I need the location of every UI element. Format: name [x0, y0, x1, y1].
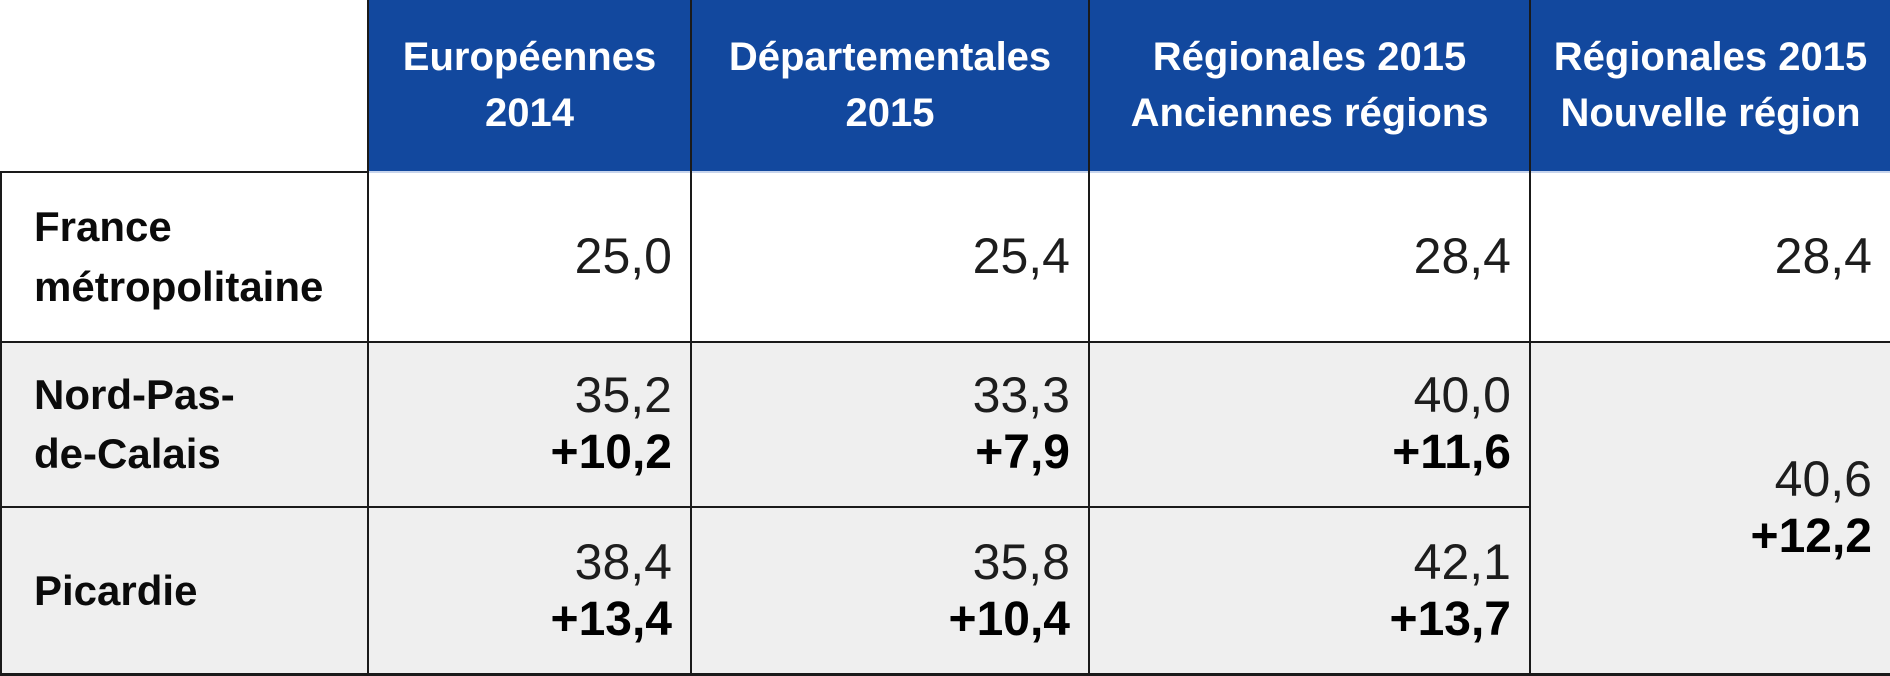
row-label-line: France: [34, 203, 172, 251]
delta-value: +10,2: [550, 426, 672, 480]
value: 35,8: [972, 533, 1070, 590]
row-label-line: Picardie: [34, 566, 198, 614]
cell-picardie-regionales-anciennes: 42,1 +13,7: [1088, 505, 1531, 676]
column-header-europeennes-2014: Européennes 2014: [367, 0, 692, 172]
value: 42,1: [1413, 533, 1511, 590]
delta-value: +10,4: [948, 592, 1070, 646]
cell-france-departementales: 25,4: [690, 171, 1090, 343]
value: 33,3: [972, 367, 1070, 424]
cell-france-regionales-anciennes: 28,4: [1088, 171, 1531, 343]
value: 40,6: [1774, 450, 1872, 507]
cell-picardie-europeennes: 38,4 +13,4: [367, 505, 692, 676]
column-header-line: Européennes: [402, 35, 657, 80]
table-row-nord-pas-de-calais: Nord-Pas- de-Calais 35,2 +10,2 33,3 +7,9…: [0, 340, 1890, 676]
column-header-line: 2015: [845, 90, 935, 135]
value: 35,2: [574, 367, 672, 424]
row-label-line: de-Calais: [34, 430, 221, 478]
column-header-regionales-2015-nouvelle: Régionales 2015 Nouvelle région: [1529, 0, 1890, 172]
cell-npdc-regionales-anciennes: 40,0 +11,6: [1088, 340, 1531, 508]
delta-value: +11,6: [1392, 426, 1511, 480]
column-header-regionales-2015-anciennes: Régionales 2015 Anciennes régions: [1088, 0, 1531, 172]
value: 28,4: [1774, 228, 1872, 285]
row-label-line: Nord-Pas-: [34, 370, 235, 418]
column-header-line: Anciennes régions: [1130, 90, 1489, 135]
column-header-line: 2014: [485, 90, 574, 135]
column-header-line: Nouvelle région: [1560, 90, 1861, 135]
row-label-picardie: Picardie: [0, 505, 369, 676]
delta-value: +13,4: [550, 592, 672, 646]
value: 25,0: [574, 228, 672, 285]
cell-france-europeennes: 25,0: [367, 171, 692, 343]
column-header-departementales-2015: Départementales 2015: [690, 0, 1090, 172]
delta-value: +7,9: [975, 426, 1070, 480]
cell-merged-regionales-nouvelle: 40,6 +12,2: [1529, 340, 1890, 676]
column-header-line: Départementales: [728, 35, 1052, 80]
table-row-france-metropolitaine: France métropolitaine 25,0 25,4 28,4 28,…: [0, 171, 1890, 343]
row-label-line: métropolitaine: [34, 262, 324, 310]
cell-npdc-departementales: 33,3 +7,9: [690, 340, 1090, 508]
delta-value: +12,2: [1750, 509, 1872, 563]
table-row-picardie: Picardie 38,4 +13,4 35,8 +10,4 42,1 +13,…: [0, 505, 1890, 676]
value: 40,0: [1413, 367, 1511, 424]
delta-value: +13,7: [1389, 592, 1511, 646]
row-label-nord-pas-de-calais: Nord-Pas- de-Calais: [0, 340, 369, 508]
corner-cell: [1, 0, 369, 172]
cell-picardie-departementales: 35,8 +10,4: [690, 505, 1090, 676]
cell-france-regionales-nouvelle: 28,4: [1529, 171, 1890, 343]
value: 25,4: [972, 228, 1070, 285]
column-header-line: Régionales 2015: [1152, 35, 1467, 80]
header-row: Européennes 2014 Départementales 2015 Ré…: [1, 0, 1890, 172]
column-header-line: Régionales 2015: [1553, 35, 1868, 80]
cell-npdc-europeennes: 35,2 +10,2: [367, 340, 692, 508]
value: 28,4: [1413, 228, 1511, 285]
value: 38,4: [574, 533, 672, 590]
row-label-france-metropolitaine: France métropolitaine: [0, 171, 369, 343]
